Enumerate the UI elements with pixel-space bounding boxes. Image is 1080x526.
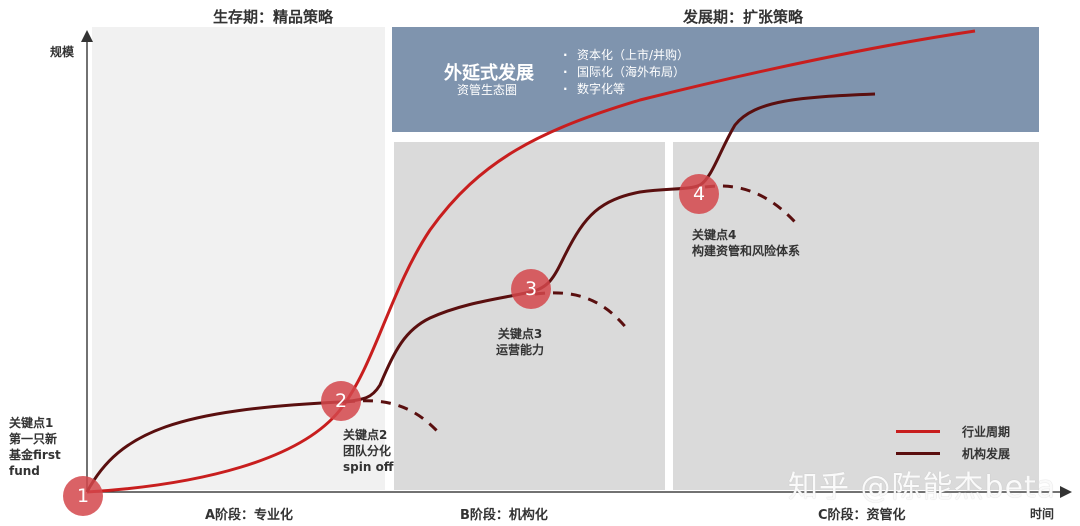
legend-industry-swatch	[896, 430, 940, 433]
expansion-title: 外延式发展	[444, 63, 534, 84]
x-axis-label: 时间	[1030, 507, 1055, 521]
stage-c-label: C阶段：资管化	[818, 508, 906, 523]
stage-a-label: A阶段：专业化	[205, 508, 294, 523]
decline-branch-3	[534, 291, 630, 331]
key-point-1-marker: 1	[63, 476, 103, 516]
bullet-capitalization: 资本化（上市/并购）	[563, 47, 689, 64]
bullet-internationalization: 国际化（海外布局）	[563, 64, 689, 81]
expansion-bullets: 资本化（上市/并购） 国际化（海外布局） 数字化等	[563, 47, 689, 98]
institution-curve	[85, 92, 876, 493]
stage-c-panel	[673, 142, 1039, 490]
key-point-4-marker: 4	[679, 174, 719, 214]
key-point-3-label: 关键点3 运营能力	[496, 327, 545, 357]
industry-cycle-curve	[86, 29, 976, 494]
legend-institution-label: 机构发展	[962, 447, 1011, 461]
key-point-4-label: 关键点4 构建资管和风险体系	[692, 228, 801, 258]
legend-industry-label: 行业周期	[962, 425, 1011, 439]
watermark: 知乎 @陈能杰beta	[788, 470, 1057, 505]
survival-period-title: 生存期：精品策略	[213, 8, 334, 26]
key-point-2-label: 关键点2 团队分化 spin off	[343, 428, 394, 474]
key-point-3-marker: 3	[511, 269, 551, 309]
legend-institution-swatch	[896, 452, 940, 455]
key-point-2-marker: 2	[321, 381, 361, 421]
stage-b-panel	[394, 142, 665, 490]
y-axis-label: 规模	[50, 45, 75, 59]
expansion-subtitle: 资管生态圈	[457, 83, 518, 97]
key-point-1-label: 关键点1 第一只新 基金first fund	[9, 416, 61, 478]
expansion-box	[392, 27, 1039, 132]
growth-period-title: 发展期：扩张策略	[683, 8, 804, 26]
stage-b-label: B阶段：机构化	[460, 508, 548, 523]
bullet-digitalization: 数字化等	[563, 81, 689, 98]
